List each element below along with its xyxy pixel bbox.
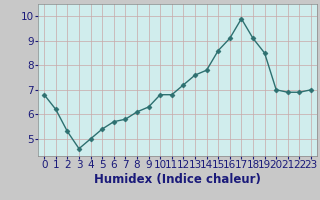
X-axis label: Humidex (Indice chaleur): Humidex (Indice chaleur) (94, 173, 261, 186)
